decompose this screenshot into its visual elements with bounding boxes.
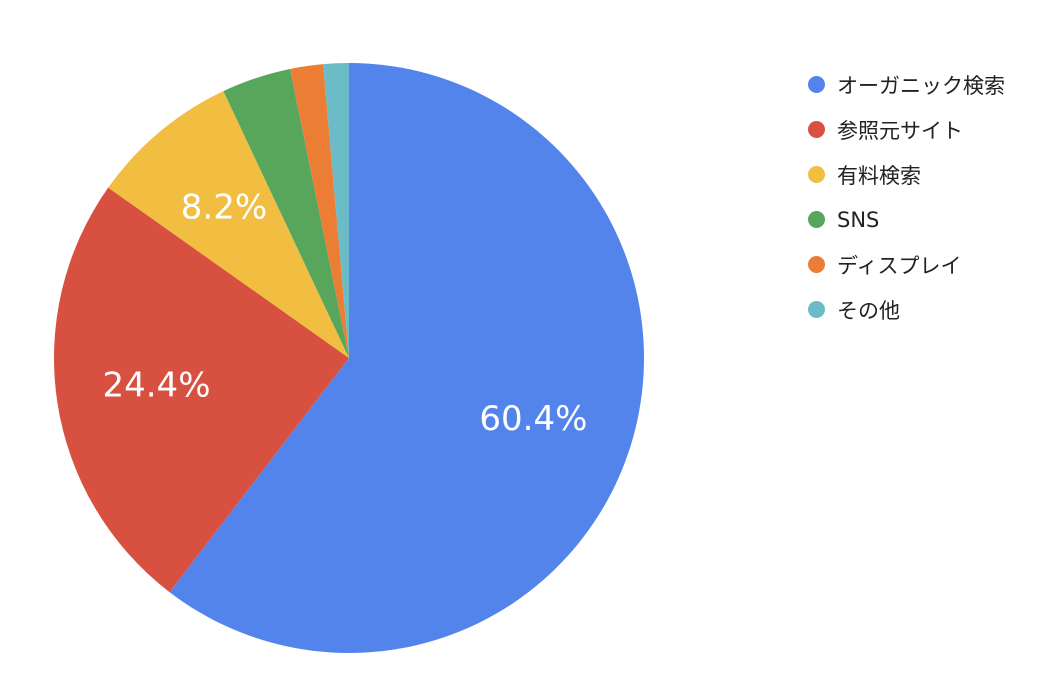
legend-item-1: 参照元サイト xyxy=(808,107,1005,152)
legend-swatch-3 xyxy=(808,211,825,228)
legend-label-2: 有料検索 xyxy=(837,163,921,188)
legend-item-3: SNS xyxy=(808,197,1005,242)
pie-value-label-1: 24.4% xyxy=(102,366,210,406)
chart-legend: オーガニック検索 参照元サイト 有料検索 SNS ディスプレイ その他 xyxy=(808,62,1005,332)
legend-swatch-4 xyxy=(808,256,825,273)
legend-swatch-2 xyxy=(808,166,825,183)
legend-label-3: SNS xyxy=(837,207,880,232)
legend-item-5: その他 xyxy=(808,287,1005,332)
legend-label-1: 参照元サイト xyxy=(837,118,963,143)
pie-value-labels: 60.4% 24.4% 8.2% xyxy=(102,187,587,439)
legend-label-5: その他 xyxy=(837,298,900,323)
legend-swatch-5 xyxy=(808,301,825,318)
legend-item-0: オーガニック検索 xyxy=(808,62,1005,107)
pie-slices xyxy=(54,63,644,653)
pie-slice-2 xyxy=(108,91,350,358)
legend-item-4: ディスプレイ xyxy=(808,242,1005,287)
pie-slice-0 xyxy=(169,63,644,653)
legend-swatch-1 xyxy=(808,121,825,138)
legend-label-4: ディスプレイ xyxy=(837,253,962,278)
pie-slice-3 xyxy=(223,68,349,358)
legend-label-0: オーガニック検索 xyxy=(837,73,1005,98)
legend-item-2: 有料検索 xyxy=(808,152,1005,197)
pie-slice-5 xyxy=(323,63,349,358)
pie-value-label-2: 8.2% xyxy=(181,187,267,227)
legend-swatch-0 xyxy=(808,76,825,93)
pie-value-label-0: 60.4% xyxy=(479,399,587,439)
pie-slice-4 xyxy=(290,64,349,358)
pie-slice-1 xyxy=(54,187,349,593)
